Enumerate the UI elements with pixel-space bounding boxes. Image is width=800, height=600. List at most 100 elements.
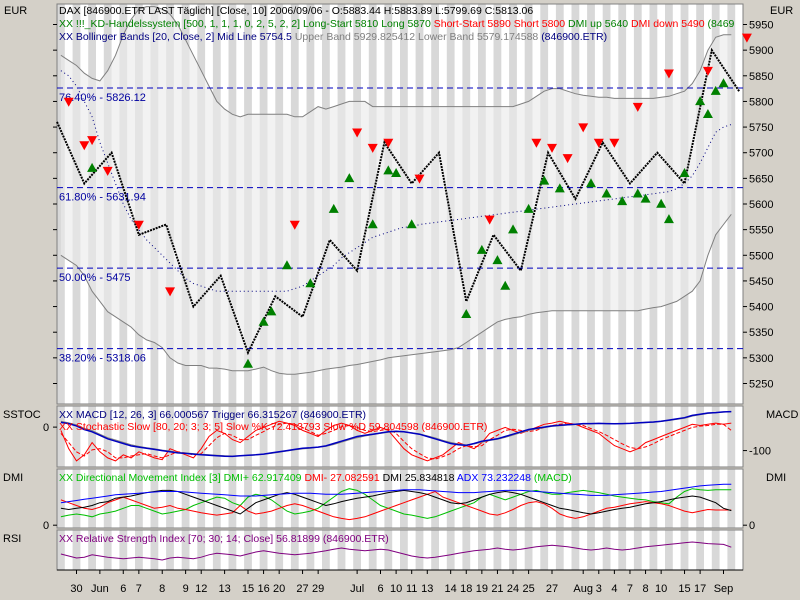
day-stripe <box>197 406 206 467</box>
date-tick-label: 29 <box>312 583 324 595</box>
price-tick-label: 5250 <box>749 378 773 390</box>
day-stripe <box>306 469 315 528</box>
date-tick-label: 19 <box>476 583 488 595</box>
panel-label-left: SSTOC <box>3 409 41 421</box>
buy-signal-marker <box>406 219 417 229</box>
date-tick-label: 12 <box>195 583 207 595</box>
legend-part: DMI down 5490 <box>631 18 707 30</box>
date-tick-label: 17 <box>694 583 706 595</box>
buy-signal-marker <box>383 165 394 175</box>
day-stripe <box>571 530 580 570</box>
bollinger-lower-line <box>60 213 732 375</box>
buy-signal-marker <box>601 188 612 198</box>
price-tick-label: 5950 <box>749 20 773 32</box>
price-legend-line: XX !!!_KD-Handelssystem [500, 1, 1, 1, 0… <box>59 18 735 30</box>
day-stripe <box>493 530 502 570</box>
date-tick-label: 10 <box>655 583 667 595</box>
buy-signal-marker <box>718 78 729 88</box>
price-tick-label: 5600 <box>749 199 773 211</box>
buy-signal-marker <box>391 167 402 177</box>
day-stripe <box>212 406 221 467</box>
buy-signal-marker <box>266 306 277 316</box>
price-tick-label: 5300 <box>749 353 773 365</box>
price-panel[interactable]: 76.40% - 5826.12 61.80% - 5631.94 50.00% -… <box>56 6 752 375</box>
day-stripe <box>711 406 720 467</box>
date-tick-label: 8 <box>159 583 165 595</box>
sell-signal-marker <box>578 123 589 133</box>
day-stripe <box>540 530 549 570</box>
price-legend-line: XX Bollinger Bands [20, Close, 2] Mid Li… <box>59 31 607 43</box>
buy-signal-marker <box>679 167 690 177</box>
date-tick-label: 11 <box>406 583 417 595</box>
day-stripe <box>135 406 143 467</box>
date-tick-label: 13 <box>421 583 433 595</box>
panel-tick-label-left: 0 <box>43 520 49 532</box>
price-zigzag-line <box>56 47 740 356</box>
buy-signal-marker <box>281 260 292 270</box>
day-stripe <box>633 530 642 570</box>
day-stripe <box>103 406 112 467</box>
day-stripe <box>446 530 455 570</box>
buy-signal-marker <box>539 175 550 185</box>
date-tick-label: 27 <box>296 583 308 595</box>
legend-part: XX Stochastic Slow [80, 20; 3; 3; 5] Slo… <box>59 421 487 433</box>
day-stripe <box>400 406 408 467</box>
day-stripe <box>665 530 673 570</box>
price-tick-label: 5750 <box>749 122 773 134</box>
stochastic-slow-d-line <box>60 422 732 460</box>
day-stripe <box>197 469 206 528</box>
sell-signal-marker <box>531 138 542 148</box>
indicator-panels[interactable] <box>60 410 732 561</box>
day-stripe <box>727 406 736 467</box>
day-stripe <box>306 406 315 467</box>
day-stripe <box>166 469 174 528</box>
date-tick-label: 15 <box>242 583 254 595</box>
day-stripe <box>228 530 237 570</box>
day-stripe <box>680 469 689 528</box>
sell-signal-marker <box>79 141 90 151</box>
day-stripe <box>478 469 486 528</box>
day-stripe <box>72 406 81 467</box>
date-tick-label: 7 <box>627 583 633 595</box>
day-stripe <box>493 406 502 467</box>
sell-signal-marker <box>87 136 98 146</box>
day-stripe <box>290 469 299 528</box>
date-tick-label: 24 <box>507 583 519 595</box>
day-stripe <box>555 406 564 467</box>
day-stripe <box>649 406 658 467</box>
date-tick-label: 27 <box>546 583 558 595</box>
currency-label-left: EUR <box>4 5 27 17</box>
day-stripe <box>119 406 128 467</box>
legends: DAX [846900.ETR LAST Täglich] [Close, 10… <box>59 5 735 545</box>
day-stripe <box>400 530 408 570</box>
date-tick-label: 16 <box>257 583 269 595</box>
bollinger-mid-line <box>60 70 732 292</box>
day-stripe <box>462 530 471 570</box>
sell-signal-marker <box>741 33 752 43</box>
buy-signal-marker <box>367 219 378 229</box>
buy-signal-marker <box>632 188 643 198</box>
day-stripe <box>478 406 486 467</box>
fib-level-label: 76.40% - 5826.12 <box>59 92 146 104</box>
sell-signal-marker <box>383 138 394 148</box>
day-stripe <box>587 469 595 528</box>
date-tick-label: 3 <box>596 583 602 595</box>
macd-line <box>60 410 732 458</box>
day-stripe <box>415 469 424 528</box>
day-stripe <box>244 469 252 528</box>
day-stripe <box>72 530 81 570</box>
day-stripe <box>618 469 627 528</box>
panel-legend-line: XX Stochastic Slow [80, 20; 3; 3; 5] Slo… <box>59 421 487 433</box>
day-stripe <box>322 530 330 570</box>
panel-label-right: DMI <box>766 472 786 484</box>
day-stripe <box>633 406 642 467</box>
buy-signal-marker <box>500 280 511 290</box>
sell-signal-marker <box>367 143 378 153</box>
day-stripe <box>322 406 330 467</box>
day-stripe <box>633 469 642 528</box>
date-tick-label: 8 <box>642 583 648 595</box>
rsi-line <box>60 541 732 561</box>
buy-signal-marker <box>258 316 269 326</box>
panel-legend-line: XX MACD [12, 26, 3] 66.000567 Trigger 66… <box>59 409 366 421</box>
day-stripe <box>57 530 65 570</box>
